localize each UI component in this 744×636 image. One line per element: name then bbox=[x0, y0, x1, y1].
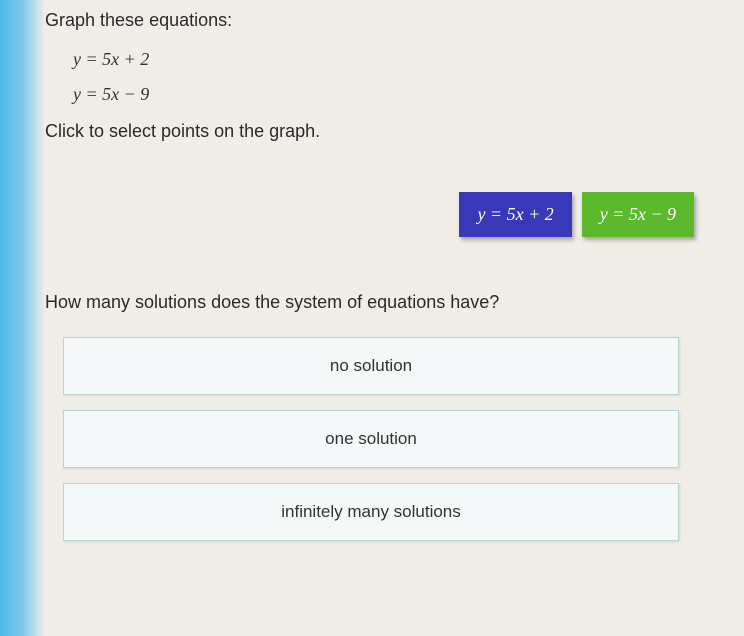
equation-2: y = 5x − 9 bbox=[73, 84, 724, 105]
answer-option-infinitely-many[interactable]: infinitely many solutions bbox=[63, 483, 679, 541]
answer-options-list: no solution one solution infinitely many… bbox=[45, 337, 724, 541]
answer-option-one-solution[interactable]: one solution bbox=[63, 410, 679, 468]
graph-instruction-title: Graph these equations: bbox=[45, 10, 724, 31]
answer-option-no-solution[interactable]: no solution bbox=[63, 337, 679, 395]
equation-1: y = 5x + 2 bbox=[73, 49, 724, 70]
equation-button-2[interactable]: y = 5x − 9 bbox=[582, 192, 694, 237]
click-points-instruction: Click to select points on the graph. bbox=[45, 121, 724, 142]
equation-button-1[interactable]: y = 5x + 2 bbox=[459, 192, 571, 237]
equation-selector-buttons: y = 5x + 2 y = 5x − 9 bbox=[45, 192, 724, 237]
solutions-question: How many solutions does the system of eq… bbox=[45, 292, 724, 313]
